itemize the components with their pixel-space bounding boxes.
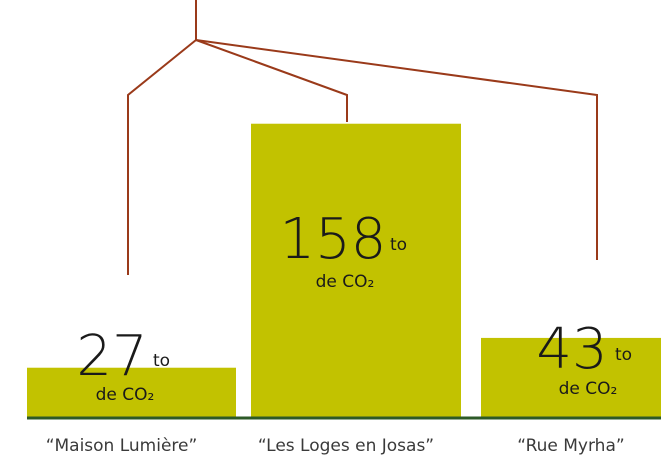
unit-label: de CO₂	[96, 385, 155, 405]
unit-label: to	[390, 235, 407, 255]
unit-label: to	[153, 351, 170, 371]
value-label: 27	[76, 324, 147, 389]
connector	[195, 39, 598, 260]
bar	[481, 337, 661, 418]
unit-label: de CO₂	[559, 379, 618, 399]
value-label: 158	[280, 207, 387, 272]
connector	[195, 39, 348, 122]
unit-label: to	[615, 345, 632, 365]
unit-label: de CO₂	[316, 272, 375, 292]
x-tick-label: “Les Loges en Josas”	[258, 436, 434, 456]
bar	[251, 123, 461, 418]
connector-lines	[127, 0, 598, 275]
value-label: 43	[536, 317, 607, 382]
connector	[127, 39, 197, 275]
x-tick-label: “Rue Myrha”	[517, 436, 624, 456]
bar	[27, 367, 236, 418]
x-tick-label: “Maison Lumière”	[46, 436, 198, 456]
